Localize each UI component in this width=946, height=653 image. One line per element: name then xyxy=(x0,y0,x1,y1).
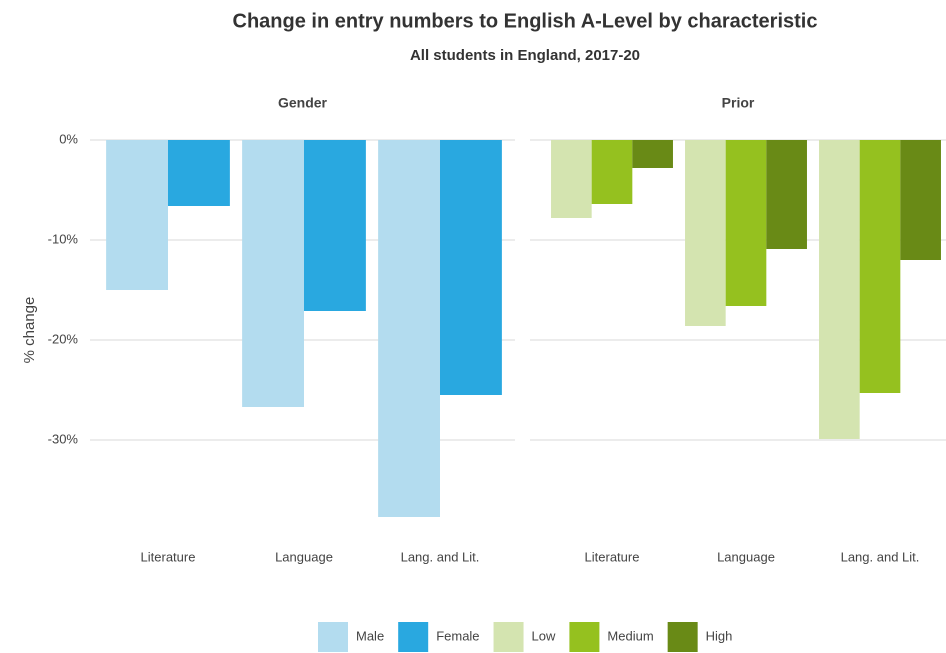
bar xyxy=(632,140,673,168)
bar xyxy=(859,140,901,393)
legend-swatch xyxy=(398,622,429,652)
bar xyxy=(551,140,592,218)
bar xyxy=(378,140,440,517)
legend-label: High xyxy=(706,628,733,643)
legend-swatch xyxy=(667,622,698,652)
legend-label: Medium xyxy=(607,628,653,643)
x-tick-label: Literature xyxy=(585,549,640,564)
bar xyxy=(242,140,304,407)
x-tick-label: Language xyxy=(275,549,333,564)
y-axis-label: % change xyxy=(21,297,38,364)
bar xyxy=(304,140,366,311)
bar xyxy=(685,140,726,326)
legend-swatch xyxy=(569,622,600,652)
bar xyxy=(440,140,502,395)
bar xyxy=(591,140,633,204)
bar xyxy=(168,140,230,206)
x-tick-label: Lang. and Lit. xyxy=(401,549,480,564)
x-tick-label: Lang. and Lit. xyxy=(841,549,920,564)
legend-label: Male xyxy=(356,628,384,643)
legend-swatch xyxy=(318,622,348,652)
x-tick-label: Literature xyxy=(141,549,196,564)
legend-swatch xyxy=(493,622,524,652)
bar xyxy=(106,140,168,290)
chart-title: Change in entry numbers to English A-Lev… xyxy=(233,10,818,32)
facet-title: Prior xyxy=(722,95,755,111)
bar xyxy=(900,140,941,260)
legend-label: Female xyxy=(436,628,479,643)
x-tick-label: Language xyxy=(717,549,775,564)
bar xyxy=(725,140,767,306)
facet-title: Gender xyxy=(278,95,328,111)
bar xyxy=(766,140,807,249)
y-tick-label: -30% xyxy=(48,431,79,446)
chart-subtitle: All students in England, 2017-20 xyxy=(410,47,640,64)
bar xyxy=(819,140,860,439)
y-tick-label: -20% xyxy=(48,331,79,346)
y-tick-label: 0% xyxy=(59,131,78,146)
legend-label: Low xyxy=(532,628,556,643)
y-tick-label: -10% xyxy=(48,231,79,246)
